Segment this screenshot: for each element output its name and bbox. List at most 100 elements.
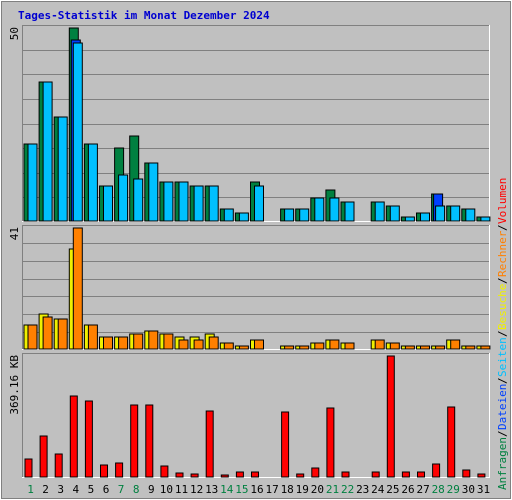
bar-seiten-day-19 xyxy=(299,208,310,222)
bar-rechner-day-21 xyxy=(329,339,340,350)
bar-seiten-day-6 xyxy=(103,185,113,222)
panel-background xyxy=(22,225,490,350)
bar-rechner-day-18 xyxy=(284,345,295,350)
day-label: 27 xyxy=(416,483,429,496)
bar-seiten-day-31 xyxy=(480,216,491,222)
day-label: 10 xyxy=(160,483,173,496)
day-label: 4 xyxy=(72,483,79,496)
bar-seiten-day-8 xyxy=(133,178,144,222)
bar-rechner-day-22 xyxy=(344,342,355,350)
y-axis-max-label: 41 xyxy=(8,227,21,240)
day-label: 19 xyxy=(296,483,309,496)
bar-seiten-day-26 xyxy=(404,216,415,222)
chart-title: Tages-Statistik im Monat Dezember 2024 xyxy=(18,9,270,22)
bar-rechner-day-24 xyxy=(374,339,385,350)
bar-rechner-day-8 xyxy=(133,333,144,350)
bar-seiten-day-10 xyxy=(163,181,174,222)
day-label: 21 xyxy=(326,483,339,496)
day-label: 13 xyxy=(205,483,218,496)
day-label: 14 xyxy=(220,483,234,496)
day-label: 18 xyxy=(281,483,294,496)
day-label: 9 xyxy=(148,483,155,496)
bar-volumen-day-16 xyxy=(251,471,259,478)
bar-volumen-day-8 xyxy=(130,404,139,478)
day-label: 15 xyxy=(235,483,248,496)
y-axis-max-label: 369.16 KB xyxy=(8,355,21,415)
day-label: 7 xyxy=(118,483,125,496)
panel-3: 369.16 KB xyxy=(8,353,490,478)
bar-rechner-day-19 xyxy=(299,345,310,350)
bar-volumen-day-10 xyxy=(160,465,169,478)
bar-volumen-day-9 xyxy=(145,404,154,478)
bar-rechner-day-31 xyxy=(480,345,491,350)
bar-rechner-day-12 xyxy=(193,339,204,350)
bar-volumen-day-28 xyxy=(432,463,441,478)
bar-volumen-day-21 xyxy=(326,407,335,478)
bar-volumen-day-4 xyxy=(69,395,78,478)
bar-seiten-day-5 xyxy=(87,143,98,222)
bar-rechner-day-30 xyxy=(465,345,476,350)
bar-volumen-day-12 xyxy=(190,473,199,478)
bar-volumen-day-14 xyxy=(220,474,229,478)
bar-volumen-day-1 xyxy=(24,458,33,478)
bar-rechner-day-11 xyxy=(178,339,189,350)
bar-rechner-day-28 xyxy=(435,345,446,350)
bar-seiten-day-28 xyxy=(435,205,446,222)
bar-seiten-day-12 xyxy=(193,185,204,222)
bar-seiten-day-29 xyxy=(450,205,461,222)
bar-volumen-day-30 xyxy=(462,469,471,478)
day-label: 11 xyxy=(175,483,188,496)
bar-seiten-day-14 xyxy=(223,208,234,222)
y-axis-max-label: 50 xyxy=(8,27,21,40)
bar-seiten-day-22 xyxy=(344,201,355,222)
bar-volumen-day-31 xyxy=(477,473,486,478)
bar-rechner-day-4 xyxy=(72,227,83,350)
day-label: 20 xyxy=(311,483,324,496)
bar-volumen-day-13 xyxy=(205,410,214,478)
day-label: 30 xyxy=(462,483,475,496)
bar-rechner-day-20 xyxy=(314,342,325,350)
day-label: 23 xyxy=(356,483,369,496)
bar-rechner-day-9 xyxy=(148,330,159,350)
bar-rechner-day-5 xyxy=(87,324,98,350)
bar-seiten-day-4 xyxy=(72,42,83,222)
day-label: 17 xyxy=(265,483,278,496)
bar-rechner-day-26 xyxy=(404,345,415,350)
bar-rechner-day-3 xyxy=(57,318,68,350)
day-label: 25 xyxy=(386,483,399,496)
day-label: 26 xyxy=(401,483,414,496)
day-label: 28 xyxy=(432,483,445,496)
bar-seiten-day-3 xyxy=(57,116,68,222)
bar-seiten-day-24 xyxy=(374,201,385,222)
bar-rechner-day-1 xyxy=(27,324,38,350)
day-label: 22 xyxy=(341,483,354,496)
bar-volumen-day-5 xyxy=(84,400,93,478)
bar-volumen-day-25 xyxy=(386,355,395,478)
bar-volumen-day-2 xyxy=(39,435,48,478)
bar-volumen-day-18 xyxy=(281,411,290,478)
panel-2: 41 xyxy=(8,225,490,350)
bar-seiten-day-18 xyxy=(284,208,295,222)
day-label: 16 xyxy=(250,483,263,496)
bar-seiten-day-7 xyxy=(118,174,129,222)
bar-seiten-day-15 xyxy=(238,212,249,222)
bar-seiten-day-9 xyxy=(148,162,159,222)
bar-volumen-day-3 xyxy=(54,453,63,478)
day-label: 2 xyxy=(42,483,49,496)
bar-seiten-day-27 xyxy=(420,212,430,222)
bar-seiten-day-30 xyxy=(465,208,476,222)
day-label: 8 xyxy=(133,483,140,496)
bar-volumen-day-7 xyxy=(115,462,124,478)
bar-seiten-day-13 xyxy=(208,185,219,222)
bar-volumen-day-24 xyxy=(371,471,380,478)
bar-rechner-day-27 xyxy=(420,345,430,350)
bar-rechner-day-14 xyxy=(223,342,234,350)
bar-volumen-day-15 xyxy=(235,471,244,478)
bar-volumen-day-22 xyxy=(341,471,350,478)
bar-volumen-day-26 xyxy=(401,471,410,478)
bar-volumen-day-27 xyxy=(417,471,425,478)
bar-seiten-day-16 xyxy=(254,185,264,222)
day-label: 3 xyxy=(57,483,64,496)
